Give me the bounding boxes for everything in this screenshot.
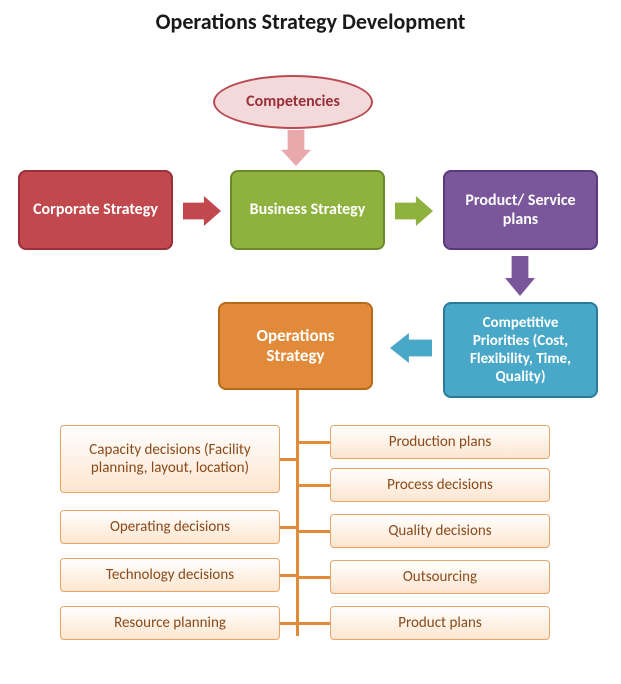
connector-left-0 [280,458,296,461]
leaf-right-1: Process decisions [330,468,550,502]
leaf-left-1: Operating decisions [60,510,280,544]
node-competitive: Competitive Priorities (Cost, Flexibilit… [443,302,598,398]
connector-right-0 [299,441,330,444]
arrow-down2 [505,256,535,301]
arrow-down1 [281,130,311,171]
leaf-right-3: Outsourcing [330,560,550,594]
connector-left-2 [280,574,296,577]
connector-left-1 [280,526,296,529]
leaf-left-0: Capacity decisions (Facility planning, l… [60,425,280,493]
connector-right-3 [299,576,330,579]
node-business: Business Strategy [230,170,385,250]
arrow-right2 [395,196,433,231]
connector-right-4 [299,622,330,625]
leaf-right-0: Production plans [330,425,550,459]
connector-right-1 [299,484,330,487]
page-title: Operations Strategy Development [0,0,621,35]
arrow-left1 [390,333,432,368]
connector-left-3 [280,622,296,625]
node-corporate: Corporate Strategy [18,170,173,250]
leaf-right-4: Product plans [330,606,550,640]
node-competencies: Competencies [213,75,373,129]
node-operations: Operations Strategy [218,302,373,390]
node-product: Product/ Service plans [443,170,598,250]
tree-trunk [296,390,299,636]
leaf-left-3: Resource planning [60,606,280,640]
leaf-right-2: Quality decisions [330,514,550,548]
arrow-right1 [183,196,221,231]
leaf-left-2: Technology decisions [60,558,280,592]
connector-right-2 [299,530,330,533]
